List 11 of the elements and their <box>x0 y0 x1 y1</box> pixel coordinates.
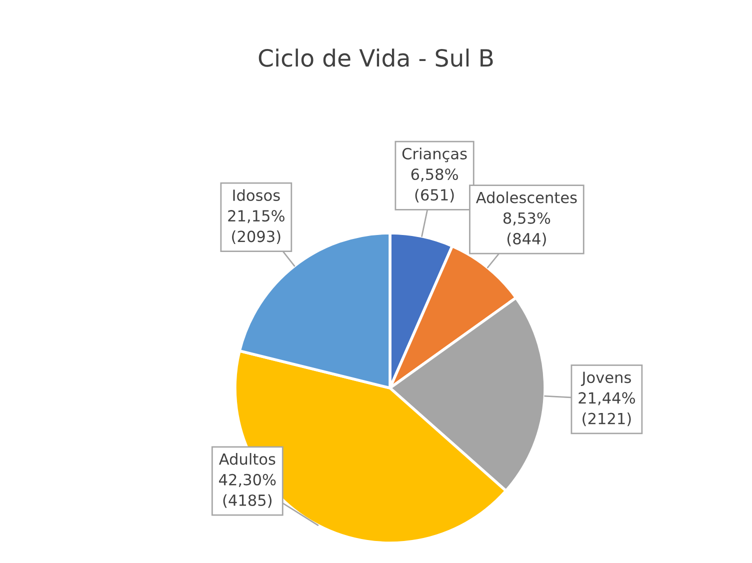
data-label: 8,53% (844) <box>503 212 550 246</box>
data-label: 42,30% (4185) <box>219 474 276 508</box>
data-label: 6,58% (651) <box>411 168 458 202</box>
slice-label: Crianças <box>402 148 467 162</box>
slice-label: Jovens <box>580 372 631 386</box>
slice-label: Idosos <box>233 189 280 202</box>
data-label: 21,15% (2093) <box>228 210 284 244</box>
slice-label: Adultos <box>218 453 276 465</box>
chart-title: Ciclo de Vida - Sul B <box>258 48 493 67</box>
data-label: 21,44% (2121) <box>578 392 635 426</box>
slice-label: Adolescentes <box>476 191 577 204</box>
